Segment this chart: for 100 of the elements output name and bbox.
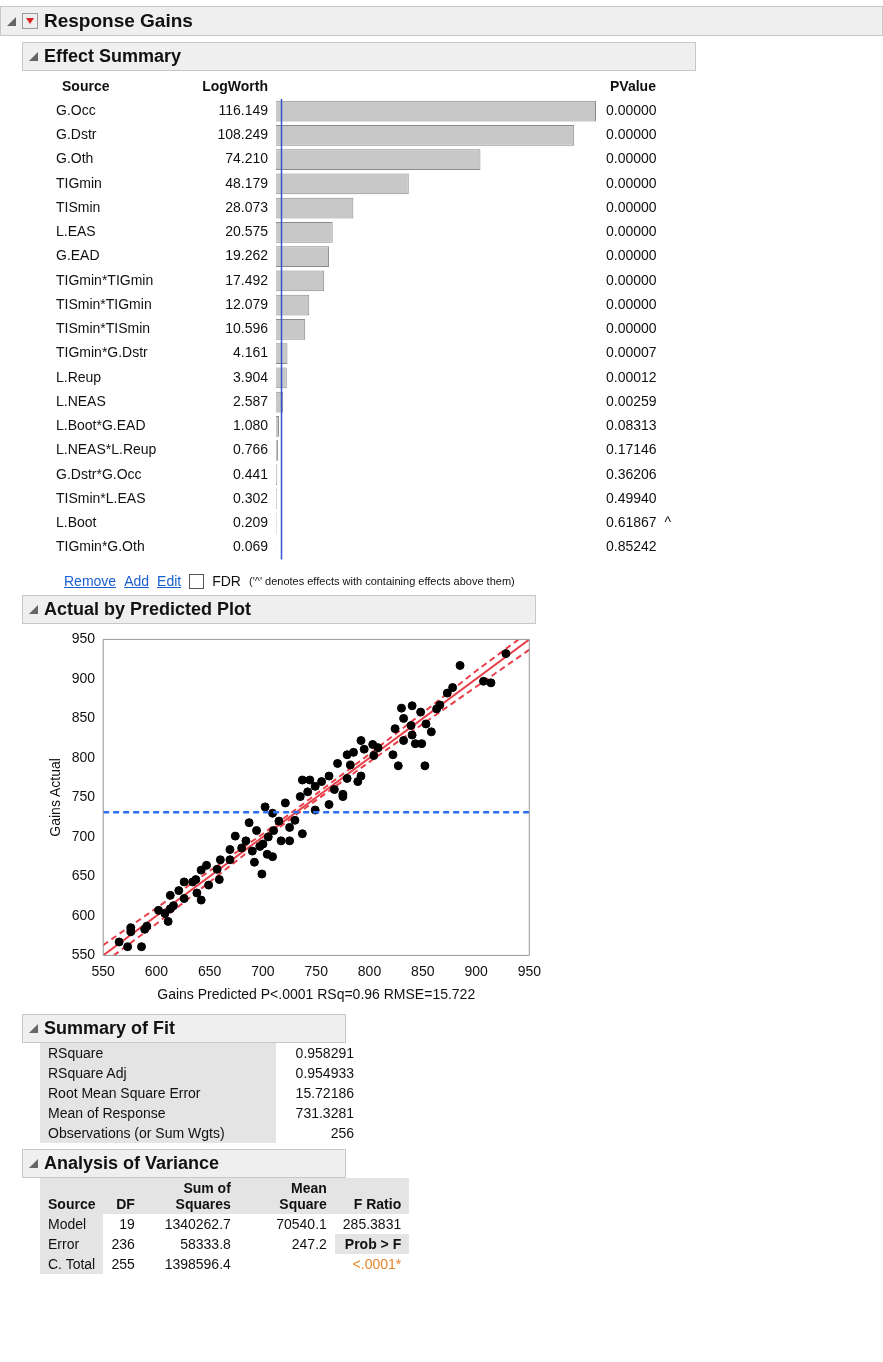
- y-tick-label: G.Dstr*G.Occ: [56, 465, 142, 482]
- text: 0.00000: [606, 198, 657, 215]
- x-tick-label: 900: [464, 962, 488, 979]
- data-label: 17.492: [225, 271, 269, 288]
- y-tick-label: 650: [71, 867, 96, 884]
- text: Summary of Fit: [44, 1018, 176, 1039]
- y-tick-label: TISmin*TIGmin: [56, 295, 152, 312]
- data-label: 236: [110, 1235, 136, 1254]
- text: Remove: [64, 573, 117, 589]
- text: 0.00000: [606, 126, 657, 143]
- text: 0.00000: [606, 150, 657, 167]
- data-label: 0.958291: [294, 1044, 355, 1063]
- y-tick-label: G.Dstr: [56, 126, 97, 143]
- text: 0.00000: [606, 174, 657, 191]
- data-label: 1.080: [232, 417, 269, 434]
- data-label: 116.149: [218, 101, 269, 118]
- x-tick-label: 750: [304, 962, 329, 979]
- y-tick-label: TISmin*TISmin: [56, 320, 151, 337]
- y-tick-label: 900: [71, 669, 96, 686]
- x-tick-label: 800: [357, 962, 382, 979]
- y-tick-label: 800: [71, 748, 96, 765]
- category-label: C. Total: [40, 1254, 104, 1274]
- data-label: 0.209: [232, 514, 269, 531]
- text: Response Gains: [44, 10, 193, 32]
- text: 0.00007: [606, 344, 657, 361]
- data-label: 4.161: [232, 344, 269, 361]
- data-label: 20.575: [225, 223, 269, 240]
- text: 0.00000: [606, 320, 657, 337]
- text: 0.85242: [606, 538, 657, 555]
- y-axis-title: Gains Actual: [47, 758, 64, 837]
- data-label: 74.210: [225, 150, 269, 167]
- x-axis-title: Gains Predicted P<.0001 RSq=0.96 RMSE=15.722: [157, 986, 476, 1003]
- y-tick-label: TISmin*L.EAS: [56, 489, 146, 506]
- data-label: 28.073: [225, 198, 269, 215]
- category-label: Mean of Response: [40, 1103, 276, 1123]
- data-label: 0.069: [232, 538, 269, 555]
- x-tick-label: 650: [198, 962, 222, 979]
- data-label: 108.249: [217, 126, 269, 143]
- text: 0.00000: [606, 101, 657, 118]
- category-label: RSquare: [40, 1043, 276, 1063]
- data-label: 255: [110, 1255, 136, 1274]
- y-tick-label: 600: [71, 906, 96, 923]
- text: 0.00000: [606, 223, 657, 240]
- y-tick-label: L.NEAS: [56, 392, 106, 409]
- data-label: 58333.8: [179, 1235, 232, 1254]
- text: 0.61867 ^: [606, 514, 672, 531]
- y-tick-label: L.Boot*G.EAD: [56, 417, 146, 434]
- data-label: 70540.1: [275, 1215, 328, 1234]
- text: Edit: [157, 573, 182, 589]
- y-tick-label: 550: [71, 946, 96, 963]
- y-tick-label: 700: [71, 827, 96, 844]
- category-label: Error: [40, 1234, 104, 1254]
- y-tick-label: L.Boot: [56, 514, 97, 531]
- y-tick-label: G.Oth: [56, 150, 94, 167]
- y-tick-label: TIGmin*G.Dstr: [56, 344, 149, 361]
- y-tick-label: L.Reup: [56, 368, 102, 385]
- data-label: 19: [118, 1215, 136, 1234]
- data-label: 731.3281: [294, 1104, 355, 1123]
- text: ('^' denotes effects with containing effects above them): [248, 575, 515, 587]
- text: FDR: [212, 573, 241, 589]
- text: 0.17146: [606, 441, 657, 458]
- data-label: 15.72186: [294, 1084, 355, 1103]
- text: 0.08313: [606, 417, 657, 434]
- data-label: 0.766: [232, 441, 269, 458]
- x-tick-label: 600: [144, 962, 169, 979]
- text: Prob > F: [334, 1234, 410, 1254]
- y-tick-label: 750: [71, 788, 96, 805]
- data-label: 3.904: [232, 368, 269, 385]
- y-tick-label: L.EAS: [56, 223, 96, 240]
- data-label: 0.441: [232, 465, 269, 482]
- text: 0.00000: [606, 295, 657, 312]
- category-label: Observations (or Sum Wgts): [40, 1123, 276, 1143]
- data-label: 247.2: [290, 1235, 328, 1254]
- chart-title: Actual by Predicted Plot: [44, 599, 252, 620]
- y-tick-label: TIGmin*TIGmin: [56, 271, 154, 288]
- x-axis-title: LogWorth: [202, 77, 268, 94]
- data-label: 1398596.4: [163, 1255, 232, 1274]
- data-label: 48.179: [225, 174, 269, 191]
- data-label: 10.596: [225, 320, 269, 337]
- y-axis-title: Source: [62, 77, 110, 94]
- data-label: 2.587: [232, 392, 269, 409]
- data-label: 12.079: [225, 295, 269, 312]
- y-tick-label: TISmin: [56, 198, 101, 215]
- y-tick-label: 950: [71, 630, 96, 647]
- y2-axis-title: PValue: [610, 77, 657, 94]
- text: <.0001*: [351, 1255, 403, 1274]
- text: Effect Summary: [44, 46, 182, 67]
- y-tick-label: TIGmin: [56, 174, 102, 191]
- data-label: 1340262.7: [163, 1215, 232, 1234]
- text: Analysis of Variance: [44, 1153, 220, 1174]
- y-tick-label: L.NEAS*L.Reup: [56, 441, 157, 458]
- y-tick-label: TIGmin*G.Oth: [56, 538, 145, 555]
- category-label: Model: [40, 1214, 104, 1234]
- x-tick-label: 950: [517, 962, 542, 979]
- category-label: RSquare Adj: [40, 1063, 276, 1083]
- text: Add: [124, 573, 150, 589]
- text: 0.00000: [606, 271, 657, 288]
- x-tick-label: 700: [251, 962, 275, 979]
- text: 0.36206: [606, 465, 657, 482]
- category-label: Root Mean Square Error: [40, 1083, 276, 1103]
